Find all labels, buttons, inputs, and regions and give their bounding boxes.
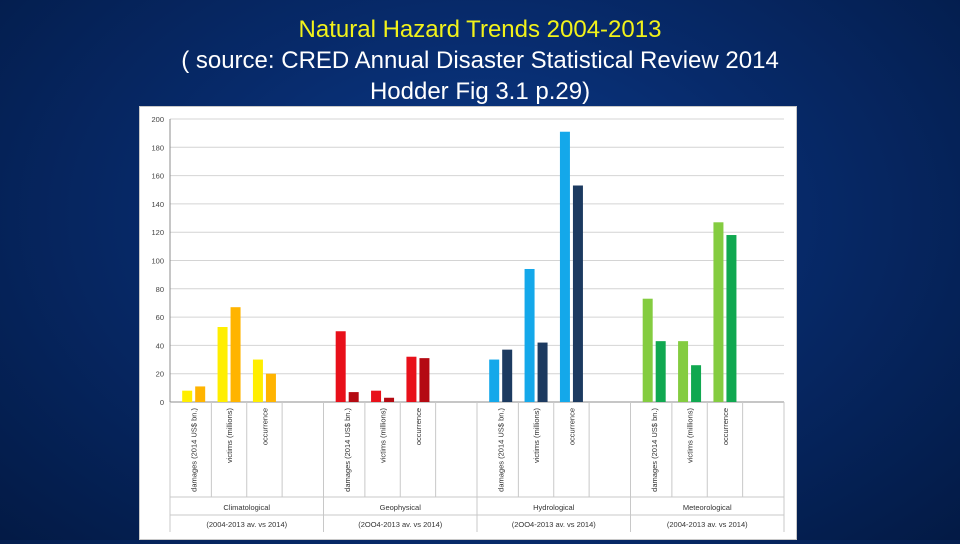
bar	[726, 235, 737, 402]
bar	[230, 307, 241, 402]
bar	[348, 392, 359, 402]
x-category-label: victims (millions)	[686, 408, 695, 464]
x-category-label: victims (millions)	[225, 408, 234, 464]
bar	[537, 342, 548, 402]
bar	[419, 358, 430, 402]
slide-title: Natural Hazard Trends 2004-2013 ( source…	[0, 14, 960, 107]
x-category-label: occurrence	[260, 408, 269, 445]
bar	[252, 359, 263, 402]
y-tick-label: 120	[151, 228, 164, 237]
y-tick-label: 180	[151, 143, 164, 152]
bar	[371, 390, 382, 402]
bar	[406, 356, 417, 402]
y-tick-label: 0	[160, 398, 164, 407]
bar	[713, 222, 724, 402]
bar	[572, 185, 583, 402]
x-group-period-label: (2OO4-2013 av. vs 2014)	[358, 520, 443, 529]
x-category-label: occurrence	[721, 408, 730, 445]
y-tick-label: 20	[156, 370, 164, 379]
x-group-period-label: (2004-2013 av. vs 2014)	[206, 520, 287, 529]
y-tick-label: 40	[156, 341, 164, 350]
x-group-label: Climatological	[223, 503, 270, 512]
bar	[642, 298, 653, 402]
bar	[384, 397, 395, 402]
chart-source-line2: Hodder Fig 3.1 p.29)	[369, 78, 591, 105]
chart-title: Natural Hazard Trends 2004-2013	[298, 16, 662, 43]
x-group-label: Geophysical	[380, 503, 422, 512]
x-category-label: damages (2014 US$ bn.)	[190, 408, 199, 492]
y-tick-label: 200	[151, 115, 164, 124]
x-category-label: occurrence	[567, 408, 576, 445]
x-group-label: Hydrological	[533, 503, 575, 512]
x-category-label: occurrence	[414, 408, 423, 445]
x-group-label: Meteorological	[683, 503, 732, 512]
bar	[502, 349, 513, 402]
bar	[691, 365, 702, 402]
x-group-period-label: (2004-2013 av. vs 2014)	[667, 520, 748, 529]
x-category-label: damages (2014 US$ bn.)	[497, 408, 506, 492]
bar	[559, 131, 570, 403]
chart-panel: 0 20 40 60 80 100 120 140 160 180 200 damages (2014…	[139, 106, 797, 540]
bar	[195, 386, 206, 402]
y-tick-label: 160	[151, 172, 164, 181]
x-category-label: damages (2014 US$ bn.)	[343, 408, 352, 492]
x-group-period-label: (2OO4-2013 av. vs 2014)	[512, 520, 597, 529]
bar-chart: 0 20 40 60 80 100 120 140 160 180 200 damages (2014…	[151, 115, 785, 532]
y-tick-label: 140	[151, 200, 164, 209]
y-tick-label: 80	[156, 285, 164, 294]
bar	[489, 359, 500, 402]
y-tick-label: 100	[151, 257, 164, 266]
bar	[335, 331, 346, 402]
bar	[182, 390, 193, 402]
bar	[524, 268, 535, 402]
chart-source-line1: ( source: CRED Annual Disaster Statistic…	[181, 47, 779, 74]
bar	[265, 373, 276, 402]
x-category-label: damages (2014 US$ bn.)	[650, 408, 659, 492]
bar	[678, 341, 689, 402]
x-category-label: victims (millions)	[379, 408, 388, 464]
bar	[655, 341, 666, 402]
bar	[217, 327, 228, 402]
x-category-label: victims (millions)	[532, 408, 541, 464]
y-tick-label: 60	[156, 313, 164, 322]
